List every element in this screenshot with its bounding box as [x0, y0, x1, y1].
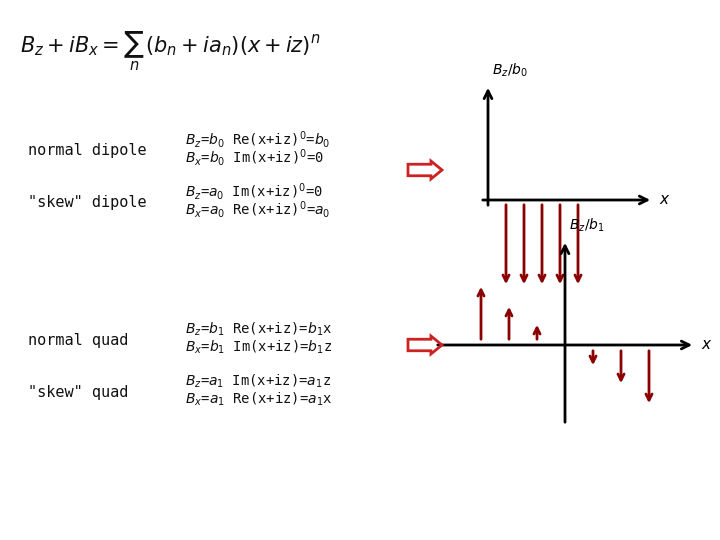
Text: $B_x$=$a_1$ Re(x+iz)=$a_1$x: $B_x$=$a_1$ Re(x+iz)=$a_1$x — [185, 390, 333, 408]
Text: $B_x$=$a_0$ Re(x+iz)$^0$=$a_0$: $B_x$=$a_0$ Re(x+iz)$^0$=$a_0$ — [185, 199, 330, 219]
Text: normal dipole: normal dipole — [28, 143, 147, 158]
Text: "skew" dipole: "skew" dipole — [28, 194, 147, 210]
Text: $B_z/b_1$: $B_z/b_1$ — [569, 217, 605, 234]
Text: $B_x$=$b_0$ Im(x+iz)$^0$=0: $B_x$=$b_0$ Im(x+iz)$^0$=0 — [185, 146, 324, 167]
Text: "skew" quad: "skew" quad — [28, 384, 128, 400]
Text: $B_z$=$a_0$ Im(x+iz)$^0$=0: $B_z$=$a_0$ Im(x+iz)$^0$=0 — [185, 180, 323, 201]
Text: $B_x$=$b_1$ Im(x+iz)=$b_1$z: $B_x$=$b_1$ Im(x+iz)=$b_1$z — [185, 338, 333, 356]
Text: $B_z$=$b_0$ Re(x+iz)$^0$=$b_0$: $B_z$=$b_0$ Re(x+iz)$^0$=$b_0$ — [185, 129, 330, 150]
Text: $x$: $x$ — [701, 338, 713, 352]
Text: $B_z$=$a_1$ Im(x+iz)=$a_1$z: $B_z$=$a_1$ Im(x+iz)=$a_1$z — [185, 372, 331, 390]
Text: normal quad: normal quad — [28, 333, 128, 348]
Text: $B_z + iB_x = \sum_n\,(b_n + ia_n)(x + iz)^n$: $B_z + iB_x = \sum_n\,(b_n + ia_n)(x + i… — [20, 30, 320, 73]
Text: $x$: $x$ — [659, 193, 670, 207]
Text: $B_z$=$b_1$ Re(x+iz)=$b_1$x: $B_z$=$b_1$ Re(x+iz)=$b_1$x — [185, 320, 333, 338]
Text: $B_z/b_0$: $B_z/b_0$ — [492, 62, 528, 79]
